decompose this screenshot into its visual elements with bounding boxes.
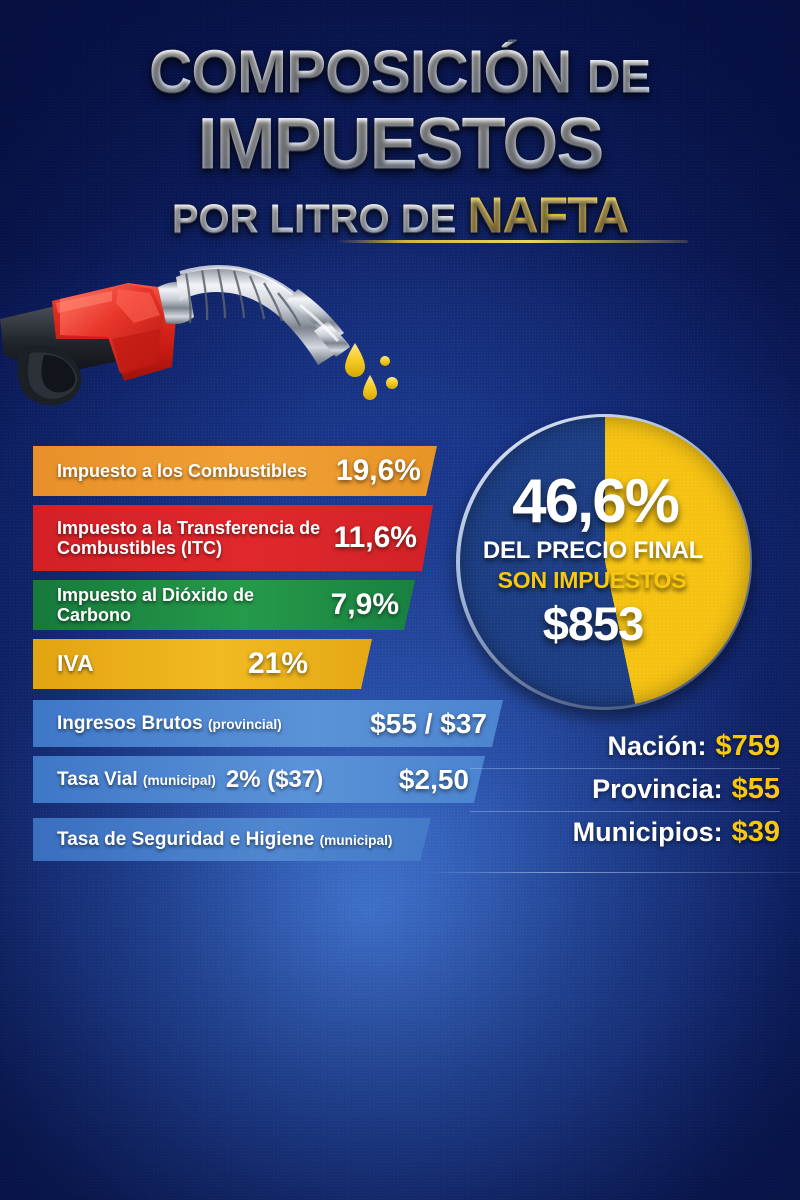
legend-breakdown: Nación: $759 Provincia: $55 Municipios: … [470,726,780,854]
bar-label-line-1: Impuesto a la Transferencia de [57,517,321,538]
fuel-nozzle-icon [0,265,398,406]
bar-label-main: Ingresos Brutos [57,712,203,734]
bar-label: Impuesto al Dióxido de Carbono [57,584,255,625]
bar-row-impuesto-combustibles: Impuesto a los Combustibles 19,6% [33,446,437,496]
bar-label-main: Tasa de Seguridad e Higiene [57,828,315,850]
legend-label: Provincia: [592,774,723,804]
bar-row-tasa-vial: Tasa Vial (municipal) 2% ($37) $2,50 [33,756,485,803]
bar-row-iva: IVA 21% [33,639,372,689]
title-por-litro-de: POR LITRO DE [171,197,457,241]
bar-row-seguridad-higiene: Tasa de Seguridad e Higiene (municipal) [33,818,431,861]
fuel-drop-icon [386,377,398,389]
title-line-3: POR LITRO DE NAFTA [0,190,800,240]
bar-value: 19,6% [335,454,421,487]
title-nafta: NAFTA [467,187,629,243]
bar-label: Tasa de Seguridad e Higiene (municipal) [57,829,392,850]
bar-row-ingresos-brutos: Ingresos Brutos (provincial) $55 / $37 [33,700,503,747]
bar-label: Impuesto a los Combustibles [57,460,308,481]
bar-label-main: Tasa Vial [57,768,138,790]
bar-label-sub: (municipal) [142,772,216,788]
legend-row-nacion: Nación: $759 [470,726,780,769]
pie-chart: 46,6% DEL PRECIO FINAL SON IMPUESTOS $85… [456,414,756,714]
pie-percent-value: 46,6% [512,466,680,536]
bar-row-dioxido-carbono: Impuesto al Dióxido de Carbono 7,9% [33,580,415,630]
pie-chart-slices [460,417,750,707]
bar-value: 21% [247,647,308,680]
pie-subtitle-son-impuestos: SON IMPUESTOS [497,567,687,594]
bar-label: IVA [57,650,94,677]
legend-value: $759 [715,730,780,762]
title-de: DE [587,50,651,102]
bar-label: Impuesto a la Transferencia de Combustib… [57,518,320,558]
bar-label-line-2: Combustibles (ITC) [57,538,222,558]
fuel-drop-icon [345,343,365,377]
bar-value: 11,6% [333,521,417,554]
legend-label: Municipios: [572,817,723,847]
legend-value: $55 [731,773,780,805]
legend-row-provincia: Provincia: $55 [470,769,780,812]
bar-row-itc: Impuesto a la Transferencia de Combustib… [33,505,433,571]
bar-label: Ingresos Brutos (provincial) [57,713,282,734]
section-divider [420,872,800,873]
pie-chart-labels: 46,6% DEL PRECIO FINAL SON IMPUESTOS $85… [456,414,752,710]
bar-value: $2,50 [398,763,469,795]
bar-label: Tasa Vial (municipal) [57,769,216,790]
fuel-drop-icon [363,375,377,400]
pie-amount-value: $853 [542,597,645,651]
bar-value: 7,9% [330,588,399,621]
legend-value: $39 [731,816,780,848]
legend-label: Nación: [607,731,707,761]
title-line-2: IMPUESTOS [0,108,800,180]
pie-chart-texture [460,417,750,707]
bar-midvalue: 2% ($37) [225,765,324,793]
bar-label-sub: (provincial) [207,716,282,732]
title-underline [336,240,688,243]
bar-chart: Impuesto a los Combustibles 19,6% Impues… [0,0,520,900]
bar-label-sub: (municipal) [319,832,393,848]
legend-row-municipios: Municipios: $39 [470,812,780,854]
pie-subtitle-precio-final: DEL PRECIO FINAL [482,537,704,565]
fuel-drop-icon [380,356,390,366]
bar-value: $55 / $37 [370,707,487,739]
title-composicion: COMPOSICIÓN [149,38,572,105]
title-line-1: COMPOSICIÓN DE [0,42,800,102]
